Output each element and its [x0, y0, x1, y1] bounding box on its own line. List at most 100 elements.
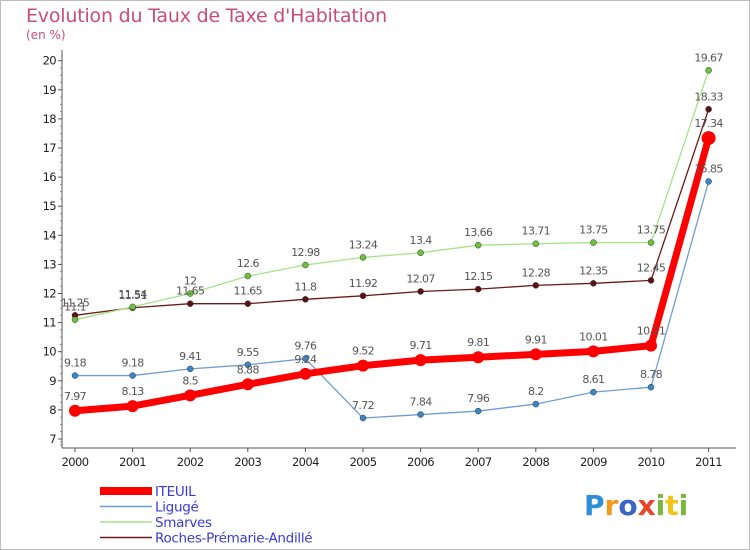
- data-label: 13.71: [522, 225, 551, 238]
- data-label: 11.92: [349, 277, 378, 290]
- data-label: 12.35: [579, 264, 608, 277]
- x-tick-label: 2001: [119, 455, 146, 469]
- data-label: 11.1: [64, 301, 86, 314]
- data-point: [590, 280, 597, 287]
- data-label: 12.98: [291, 246, 320, 259]
- x-tick-label: 2010: [638, 455, 665, 469]
- data-label: 11.25: [61, 296, 90, 309]
- data-label: 9.76: [294, 340, 317, 353]
- data-label: 11.51: [118, 289, 147, 302]
- data-point: [302, 355, 309, 362]
- data-label: 12.07: [406, 272, 435, 285]
- data-point: [645, 339, 657, 352]
- data-point: [244, 272, 252, 280]
- series-line-0: [74, 108, 710, 316]
- data-point: [302, 296, 309, 303]
- data-label: 9.24: [294, 353, 317, 366]
- legend-label: Roches-Prémarie-Andillé: [155, 531, 312, 547]
- data-point: [417, 411, 424, 418]
- data-label: 8.88: [237, 363, 260, 376]
- data-labels: 11.25 11.51 11.65 11.65 11.8 11.92 12.07 12.15 1…: [61, 51, 724, 412]
- data-point: [414, 354, 427, 367]
- data-label: 8.5: [182, 374, 198, 387]
- data-label: 9.81: [467, 336, 489, 349]
- y-tick-label: 11: [43, 316, 57, 330]
- data-point: [587, 345, 600, 358]
- legend-label: Ligugé: [155, 500, 198, 516]
- data-point: [186, 365, 194, 373]
- data-point: [647, 239, 655, 246]
- proxiti-logo: Proxiti: [584, 489, 689, 522]
- data-point: [71, 372, 79, 379]
- legend-label: Smarves: [155, 515, 212, 531]
- data-point: [705, 178, 712, 185]
- data-label: 13.66: [464, 226, 493, 239]
- y-tick-label: 16: [43, 170, 57, 184]
- axes: 7 8 9 10 11 12 13 14 15 16 17 18 19 20 2000 2001 2002 200…: [43, 50, 736, 469]
- data-point: [701, 131, 716, 146]
- data-label: 9.52: [352, 345, 374, 358]
- data-label: 10.01: [579, 330, 608, 343]
- data-label: 13.4: [410, 234, 433, 247]
- x-tick-label: 2007: [465, 455, 492, 469]
- data-label: 9.18: [122, 357, 145, 370]
- data-label: 9.55: [237, 346, 260, 359]
- y-tick-label: 7: [49, 432, 56, 446]
- data-label: 8.78: [640, 368, 663, 381]
- data-label: 12.45: [637, 261, 666, 274]
- series-lines: [69, 67, 716, 422]
- data-label: 12: [184, 275, 197, 288]
- data-point: [299, 367, 312, 380]
- data-point: [241, 378, 254, 391]
- data-label: 19.67: [694, 51, 723, 64]
- data-point: [357, 359, 369, 372]
- data-point: [129, 303, 136, 311]
- x-tick-label: 2002: [177, 455, 204, 469]
- x-tick-label: 2006: [407, 455, 434, 469]
- data-label: 13.75: [637, 224, 666, 237]
- data-point: [474, 407, 482, 415]
- x-tick-label: 2008: [522, 455, 549, 469]
- data-point: [472, 351, 485, 364]
- data-label: 18.33: [694, 90, 723, 103]
- y-tick-label: 19: [43, 83, 57, 97]
- chart-title: Evolution du Taux de Taxe d'Habitation: [26, 5, 387, 27]
- data-point: [705, 106, 712, 113]
- data-point: [359, 254, 367, 261]
- data-label: 7.97: [64, 390, 87, 403]
- y-tick-label: 20: [43, 54, 57, 68]
- y-tick-label: 10: [43, 345, 57, 359]
- data-point: [647, 383, 655, 391]
- data-point: [186, 300, 194, 307]
- data-label: 9.91: [525, 333, 547, 346]
- y-tick-label: 12: [43, 287, 57, 301]
- data-point: [244, 300, 252, 307]
- data-point: [359, 292, 367, 300]
- unit-label: (en %): [26, 28, 66, 42]
- data-label: 9.18: [64, 357, 87, 370]
- data-point: [590, 388, 597, 396]
- x-tick-label: 2000: [62, 455, 89, 469]
- x-tick-label: 2005: [350, 455, 377, 469]
- y-tick-label: 18: [43, 112, 57, 126]
- data-point: [647, 277, 655, 284]
- y-tick-label: 17: [43, 141, 57, 155]
- data-point: [532, 282, 540, 289]
- data-label: 15.85: [694, 162, 723, 175]
- legend: ITEUILLigugéSmarvesRoches-Prémarie-Andil…: [100, 484, 313, 547]
- data-label: 13.75: [579, 224, 608, 237]
- data-label: 10.21: [637, 325, 666, 338]
- data-label: 8.13: [122, 385, 145, 398]
- data-point: [474, 285, 482, 293]
- data-label: 17.34: [694, 117, 723, 130]
- y-tick-label: 8: [49, 403, 56, 417]
- data-point: [184, 389, 197, 402]
- data-label: 11.8: [294, 280, 317, 293]
- y-tick-label: 15: [43, 199, 57, 213]
- data-point: [532, 240, 540, 247]
- y-tick-label: 13: [43, 257, 57, 271]
- x-tick-label: 2003: [234, 455, 261, 469]
- data-label: 12.15: [464, 270, 493, 283]
